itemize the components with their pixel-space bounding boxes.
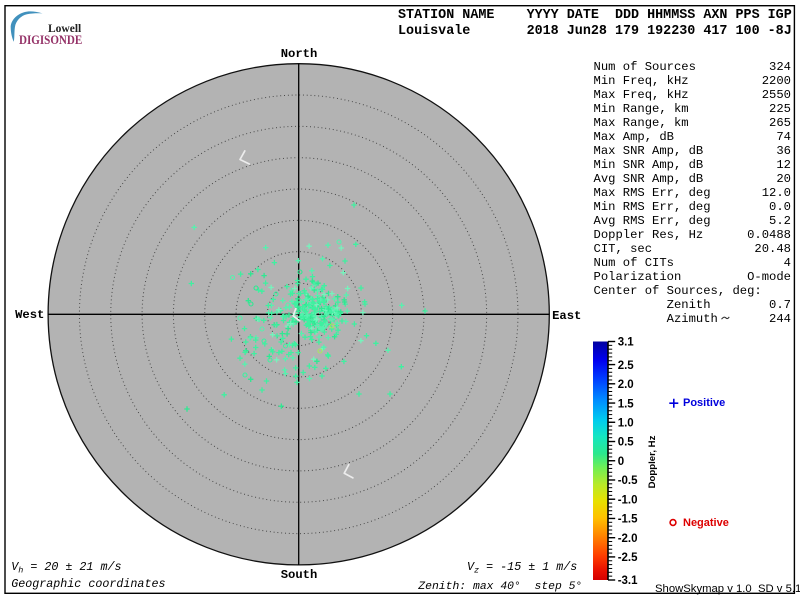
svg-text:Doppler, Hz: Doppler, Hz bbox=[647, 435, 658, 488]
svg-text:-2.5: -2.5 bbox=[618, 552, 638, 564]
svg-text:0.5: 0.5 bbox=[618, 437, 635, 449]
svg-text:-0.5: -0.5 bbox=[618, 475, 638, 487]
svg-text:2.0: 2.0 bbox=[618, 379, 634, 391]
svg-text:2.5: 2.5 bbox=[618, 360, 635, 372]
svg-text:-2.0: -2.0 bbox=[618, 533, 638, 545]
svg-text:-1.0: -1.0 bbox=[618, 494, 638, 506]
svg-text:3.1: 3.1 bbox=[618, 337, 635, 349]
svg-text:-1.5: -1.5 bbox=[618, 514, 638, 526]
svg-text:1.0: 1.0 bbox=[618, 417, 634, 429]
svg-text:0: 0 bbox=[618, 456, 624, 468]
svg-text:1.5: 1.5 bbox=[618, 398, 635, 410]
svg-text:-3.1: -3.1 bbox=[618, 575, 638, 587]
